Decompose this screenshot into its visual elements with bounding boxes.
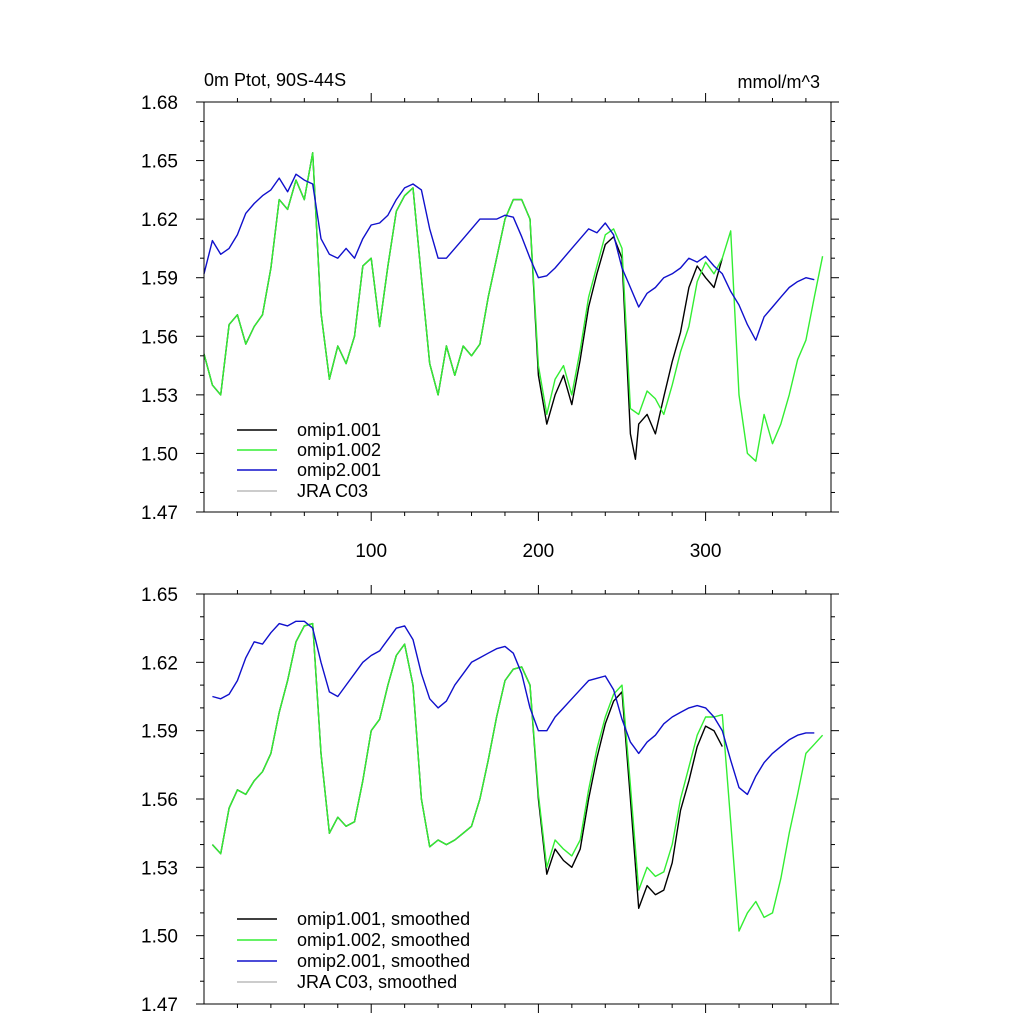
bottom-series-omip1-001-smoothed	[211, 622, 723, 909]
bottom-ytick-label: 1.56	[141, 790, 178, 811]
top-ytick-label: 1.59	[141, 269, 178, 290]
bottom-plot-frame	[203, 593, 832, 1005]
bottom-ticks: 1.47 1.50 1.53 1.56 1.59 1.62 1.65	[141, 585, 839, 1016]
bottom-ytick-label: 1.59	[141, 722, 178, 743]
bottom-panel: 1.47 1.50 1.53 1.56 1.59 1.62 1.65 omip1.001, …	[141, 585, 839, 1016]
top-xtick-label: 200	[523, 541, 555, 562]
bottom-legend: omip1.001, smoothed omip1.002, smoothed …	[237, 909, 470, 992]
top-title-left: 0m Ptot, 90S-44S	[204, 70, 346, 90]
top-ytick-label: 1.68	[141, 93, 178, 114]
legend-label-jra-c03: JRA C03	[297, 481, 368, 501]
top-ytick-label: 1.56	[141, 327, 178, 348]
legend-label-jra-c03-smoothed: JRA C03, smoothed	[297, 972, 457, 992]
legend-label-omip2-001: omip2.001	[297, 460, 381, 480]
bottom-ytick-label: 1.65	[141, 585, 178, 606]
legend-label-omip1-001: omip1.001	[297, 420, 381, 440]
top-series-omip1-002	[203, 152, 824, 462]
legend-label-omip1-002-smoothed: omip1.002, smoothed	[297, 930, 470, 950]
top-ticks: 1.47 1.50 1.53 1.56 1.59 1.62 1.65 1.68 100 200 30…	[141, 93, 839, 562]
top-ytick-label: 1.62	[141, 210, 178, 231]
top-legend: omip1.001 omip1.002 omip2.001 JRA C03	[237, 420, 381, 501]
top-title-right: mmol/m^3	[738, 72, 820, 92]
top-xtick-label: 300	[690, 541, 722, 562]
top-xtick-label: 100	[355, 541, 387, 562]
bottom-ytick-label: 1.53	[141, 858, 178, 879]
top-series-omip1-001	[203, 152, 723, 460]
legend-label-omip2-001-smoothed: omip2.001, smoothed	[297, 951, 470, 971]
top-ytick-label: 1.50	[141, 444, 178, 465]
top-ytick-label: 1.53	[141, 386, 178, 407]
top-ytick-label: 1.65	[141, 152, 178, 173]
bottom-series	[211, 620, 824, 932]
legend-label-omip1-002: omip1.002	[297, 440, 381, 460]
bottom-series-omip1-002-smoothed	[211, 622, 824, 932]
bottom-ytick-label: 1.62	[141, 653, 178, 674]
top-ytick-label: 1.47	[141, 503, 178, 524]
top-series-omip2-001	[203, 173, 815, 341]
top-series	[203, 152, 824, 462]
legend-label-omip1-001-smoothed: omip1.001, smoothed	[297, 909, 470, 929]
bottom-series-omip2-001-smoothed	[212, 620, 815, 796]
bottom-ytick-label: 1.47	[141, 995, 178, 1016]
bottom-ytick-label: 1.50	[141, 927, 178, 948]
top-plot-frame	[203, 101, 832, 513]
top-panel: 0m Ptot, 90S-44S mmol/m^3 1.471.501.531.…	[141, 70, 839, 562]
